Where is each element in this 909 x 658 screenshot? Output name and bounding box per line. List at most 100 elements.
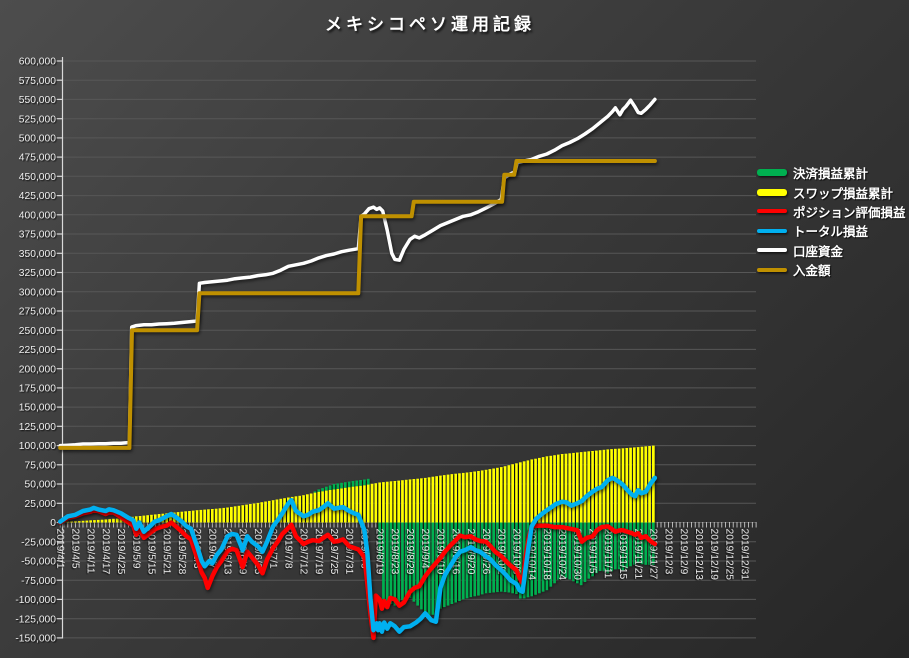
swap-bar [226, 507, 229, 523]
y-tick-label: 425,000 [19, 191, 56, 202]
x-tick-label: 2019/12/9 [678, 529, 689, 575]
realized-bar [602, 522, 606, 572]
swap-bar [237, 505, 241, 523]
swap-bar [74, 521, 77, 523]
legend-swatch-icon [757, 228, 787, 233]
realized-bar [534, 522, 537, 595]
swap-bar [454, 473, 457, 523]
realized-bar [530, 522, 534, 597]
realized-bar [568, 522, 572, 580]
x-tick-label: 2019/4/1 [54, 529, 65, 569]
swap-bar [218, 508, 222, 523]
swap-bar [252, 503, 256, 523]
x-tick-label: 2019/11/21 [632, 529, 643, 580]
y-tick-label: 550,000 [19, 95, 56, 106]
swap-bar [439, 475, 442, 523]
bar-series-group [58, 445, 655, 616]
swap-bar [625, 448, 629, 523]
y-tick-label: 600,000 [19, 57, 56, 68]
swap-bar [112, 518, 115, 523]
realized-bar [328, 485, 332, 490]
swap-bar [469, 472, 473, 523]
x-tick-label: 2019/8/23 [389, 529, 400, 575]
realized-bar [640, 522, 644, 565]
swap-bar [370, 483, 374, 523]
realized-bar [572, 522, 575, 582]
y-tick-label: -50,000 [21, 557, 56, 568]
realized-bar [325, 486, 328, 491]
x-tick-label: 2019/8/19 [374, 529, 385, 575]
swap-bar [404, 479, 408, 523]
realized-bar [336, 483, 340, 489]
swap-bar [633, 447, 636, 523]
swap-bar [77, 521, 81, 523]
realized-bar [549, 522, 553, 587]
x-tick-label: 2019/10/14 [526, 529, 537, 581]
legend-item-3: トータル損益 [757, 221, 906, 240]
y-tick-label: 125,000 [19, 422, 56, 433]
x-tick-label: 2019/4/25 [115, 529, 126, 575]
realized-bar [378, 522, 381, 560]
realized-bar [591, 522, 594, 577]
swap-bar [245, 504, 248, 523]
realized-bar [538, 522, 541, 594]
swap-bar [241, 505, 245, 523]
realized-bar [347, 481, 351, 488]
swap-bar [503, 466, 507, 523]
swap-bar [442, 475, 446, 523]
realized-bar [355, 480, 359, 487]
x-tick-label: 2019/4/11 [85, 529, 96, 574]
swap-bar [385, 481, 389, 523]
x-tick-label: 2019/5/28 [176, 529, 187, 575]
swap-bar [557, 454, 560, 523]
x-tick-label: 2019/8/6 [358, 529, 369, 569]
chart-title: メキシコペソ運用記録 [325, 15, 535, 34]
realized-bar [423, 522, 427, 614]
realized-bar [401, 522, 404, 601]
y-tick-label: 150,000 [19, 403, 56, 414]
swap-bar [66, 521, 70, 523]
swap-bar [115, 518, 119, 523]
realized-bar [617, 522, 621, 570]
realized-bar [397, 522, 400, 603]
legend-label: トータル損益 [793, 225, 869, 240]
swap-bar [610, 449, 613, 523]
x-tick-label: 2019/12/3 [663, 529, 674, 575]
y-tick-label: 575,000 [19, 76, 56, 87]
swap-bar [519, 462, 522, 523]
swap-bar [256, 502, 260, 523]
swap-bar [629, 447, 632, 523]
realized-bar [321, 488, 324, 492]
y-tick-label: -150,000 [15, 634, 56, 645]
swap-bar [492, 468, 495, 523]
realized-bar [393, 522, 397, 606]
y-tick-label: 200,000 [19, 364, 56, 375]
realized-bar [560, 522, 564, 577]
realized-bar [564, 522, 568, 578]
realized-bar [583, 522, 587, 582]
swap-bar [378, 482, 381, 523]
y-tick-label: 400,000 [19, 210, 56, 221]
legend-label: ポジション評価損益 [793, 205, 906, 220]
swap-bar [606, 449, 610, 523]
swap-bar [507, 465, 511, 523]
swap-bar [100, 519, 104, 523]
x-tick-label: 2019/10/2 [495, 529, 506, 575]
swap-bar [636, 447, 640, 523]
swap-bar [382, 482, 385, 523]
swap-bar [416, 478, 419, 523]
swap-bar [427, 477, 431, 523]
realized-bar [317, 489, 321, 492]
swap-bar [499, 467, 503, 523]
swap-bar [450, 474, 454, 523]
legend-item-1: スワップ損益累計 [757, 182, 906, 201]
swap-bar [366, 484, 370, 523]
realized-bar [469, 522, 473, 598]
swap-bar [287, 497, 290, 523]
y-tick-label: 325,000 [19, 268, 56, 279]
swap-bar [420, 478, 423, 523]
swap-bar [302, 495, 305, 523]
realized-bar [389, 522, 393, 604]
y-tick-label: -25,000 [21, 537, 56, 548]
